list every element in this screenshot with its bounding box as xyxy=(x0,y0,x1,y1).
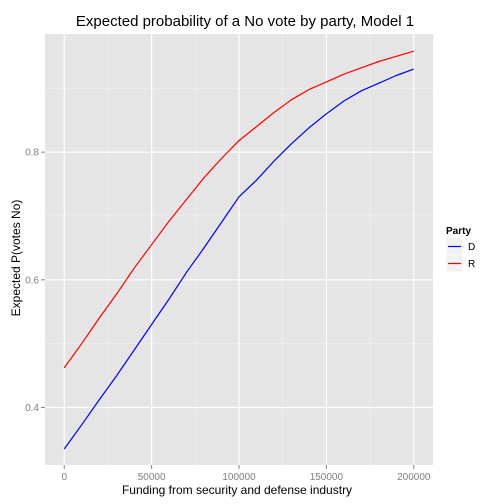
x-tick-label: 0 xyxy=(61,472,67,483)
x-axis-title: Funding from security and defense indust… xyxy=(122,483,352,497)
legend-label-d: D xyxy=(468,242,475,253)
x-tick-label: 200000 xyxy=(397,472,431,483)
series-line-d xyxy=(63,68,415,450)
x-tick-label: 150000 xyxy=(310,472,344,483)
y-tick-label: 0.8 xyxy=(25,148,39,159)
y-tick-label: 0.4 xyxy=(25,403,39,414)
x-tick-label: 50000 xyxy=(138,472,166,483)
y-axis: 0.4 0.6 0.8 xyxy=(25,148,45,414)
chart-title: Expected probability of a No vote by par… xyxy=(76,13,414,30)
legend-label-r: R xyxy=(468,259,475,270)
series-lines xyxy=(63,50,415,450)
x-tick-label: 100000 xyxy=(222,472,256,483)
major-gridlines xyxy=(45,34,433,465)
series-line-r xyxy=(63,50,414,369)
y-tick-label: 0.6 xyxy=(25,275,39,286)
y-axis-title: Expected P(votes No) xyxy=(9,200,23,317)
x-axis: 0 50000 100000 150000 200000 xyxy=(61,465,431,483)
legend: Party DR xyxy=(445,226,475,273)
legend-title: Party xyxy=(446,226,471,237)
